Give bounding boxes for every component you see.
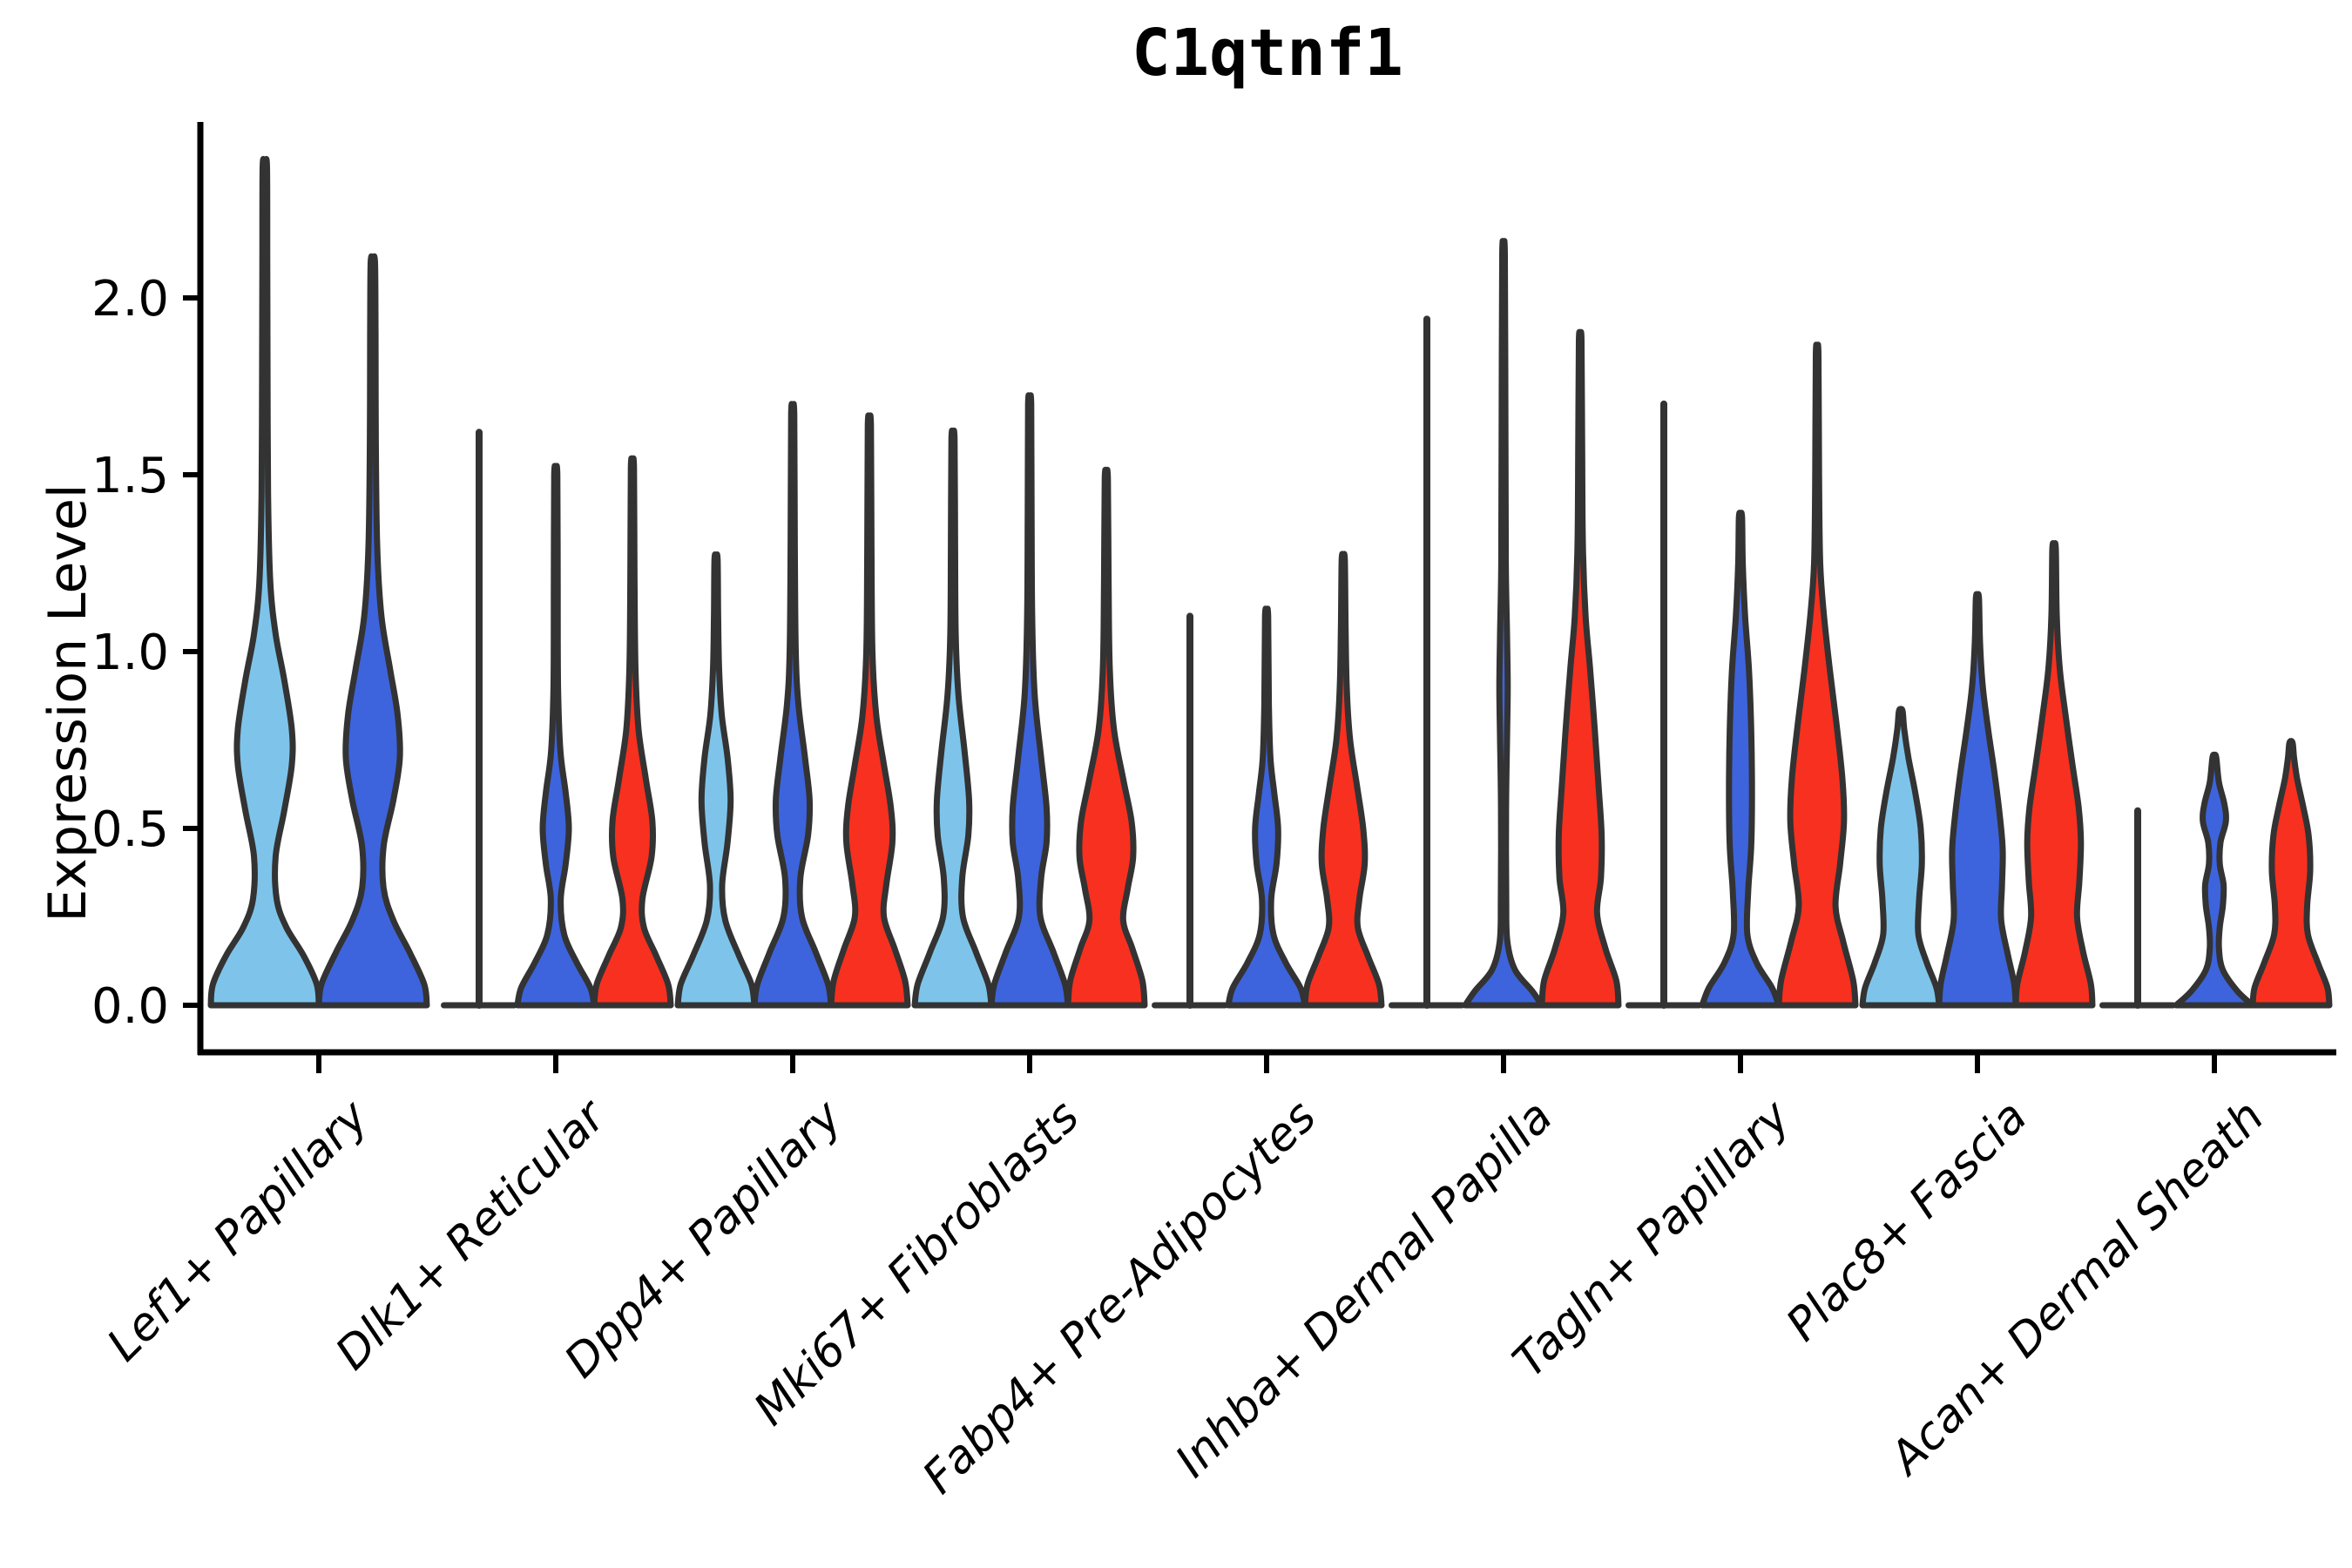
violin-blue [988,392,1071,1009]
violin-red [828,412,911,1009]
violin-red [2249,738,2333,1009]
plot-title: C1qtnf1 [1132,16,1403,91]
violin-blue [315,253,430,1009]
y-axis-label: Expression Level [37,483,98,923]
violin-lightblue [674,551,758,1009]
violin-blue [1462,238,1545,1009]
y-tick-label: 2.0 [91,271,169,328]
y-tick-label: 1.5 [91,448,169,504]
violin-lightblue [207,156,322,1009]
violin-red [1064,466,1148,1009]
violin-blue [1936,591,2019,1009]
violin-red [1538,328,1622,1009]
y-tick-label: 0.5 [91,801,169,858]
violin-blue [1225,605,1308,1009]
violin-red [1301,551,1385,1009]
violin-blue [2173,751,2256,1009]
violin-blue [514,463,598,1009]
violin-blue [751,401,835,1009]
violin-blue [1699,510,1782,1009]
violin-lightblue [1859,706,1943,1009]
violin-lightblue [911,427,995,1009]
y-tick-label: 1.0 [91,625,169,681]
y-tick-label: 0.0 [91,978,169,1035]
violin-red [1775,341,1859,1009]
violin-red [591,455,674,1009]
violin-red [2012,539,2096,1009]
